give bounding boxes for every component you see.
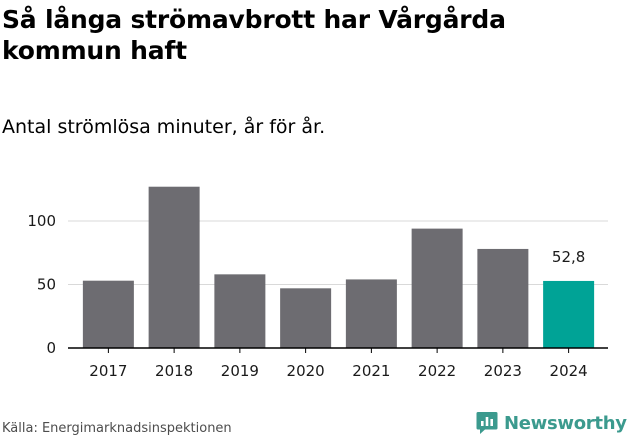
labels: 0 50 100 2017 2018 2019 2020 2021 2022 2023 2024 52…: [27, 212, 608, 380]
bar-2023[interactable]: [477, 248, 529, 348]
chart-title: Så långa strömavbrott har Vårgårda kommu…: [2, 5, 506, 65]
bar-2018[interactable]: [148, 186, 200, 348]
brand-name: Newsworthy: [504, 412, 627, 434]
chart-subtitle: Antal strömlösa minuter, år för år.: [2, 116, 326, 138]
bar-2020[interactable]: [280, 288, 332, 348]
x-tick-label: 2019: [221, 362, 259, 380]
highlight-data-label: 52,8: [552, 248, 585, 266]
newsworthy-brand[interactable]: Newsworthy: [476, 408, 627, 438]
y-tick-label: 100: [27, 212, 56, 230]
bar-2022[interactable]: [411, 228, 463, 348]
x-tick-label: 2024: [550, 362, 588, 380]
bars: [82, 186, 595, 348]
newsworthy-logo-icon: [476, 412, 498, 434]
bar-2024[interactable]: [543, 280, 595, 348]
bar-2021[interactable]: [345, 279, 397, 348]
x-tick-label: 2022: [418, 362, 456, 380]
bar-2019[interactable]: [214, 274, 266, 348]
x-tick-label: 2021: [352, 362, 390, 380]
x-tick-label: 2018: [155, 362, 193, 380]
x-tick-label: 2023: [484, 362, 522, 380]
x-tick-label: 2017: [89, 362, 127, 380]
y-tick-label: 50: [37, 276, 56, 294]
bar-chart: 0 50 100 2017 2018 2019 2020 2021 2022 2023 2024 52…: [27, 186, 608, 380]
y-tick-label: 0: [46, 339, 56, 357]
bar-2017[interactable]: [82, 280, 134, 348]
x-tick-label: 2020: [287, 362, 325, 380]
source-note: Källa: Energimarknadsinspektionen: [2, 421, 232, 436]
